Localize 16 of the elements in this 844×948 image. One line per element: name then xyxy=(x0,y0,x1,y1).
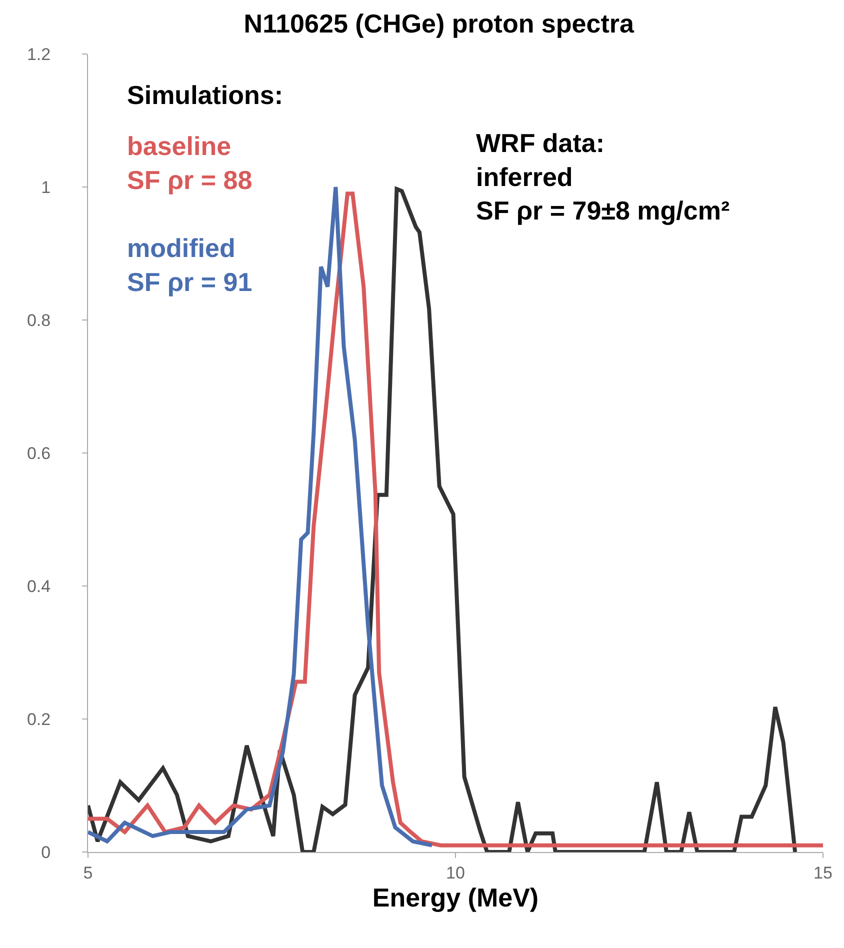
y-tick-label: 0 xyxy=(41,842,51,862)
x-axis-title: Energy (MeV) xyxy=(372,882,539,912)
y-tick-label: 1 xyxy=(41,178,51,197)
annotation: WRF data: inferred SF ρr = 79±8 mg/cm² xyxy=(476,128,730,226)
y-tick-label: 0.2 xyxy=(26,710,51,729)
y-tick-label: 1.2 xyxy=(26,44,51,64)
x-tick-label: 10 xyxy=(446,863,465,882)
text: modified SF ρr = 91 xyxy=(127,233,252,297)
y-tick-label: 0.8 xyxy=(26,310,51,330)
chart-title: N110625 (CHGe) proton spectra xyxy=(244,8,634,38)
x-tick-label: 5 xyxy=(83,863,93,882)
y-tick-label: 0.4 xyxy=(26,576,51,596)
x-tick-label: 15 xyxy=(814,863,832,882)
text: baseline SF ρr = 88 xyxy=(127,131,252,195)
y-tick-label: 0.6 xyxy=(26,444,51,463)
annotation: Simulations: xyxy=(127,80,284,110)
